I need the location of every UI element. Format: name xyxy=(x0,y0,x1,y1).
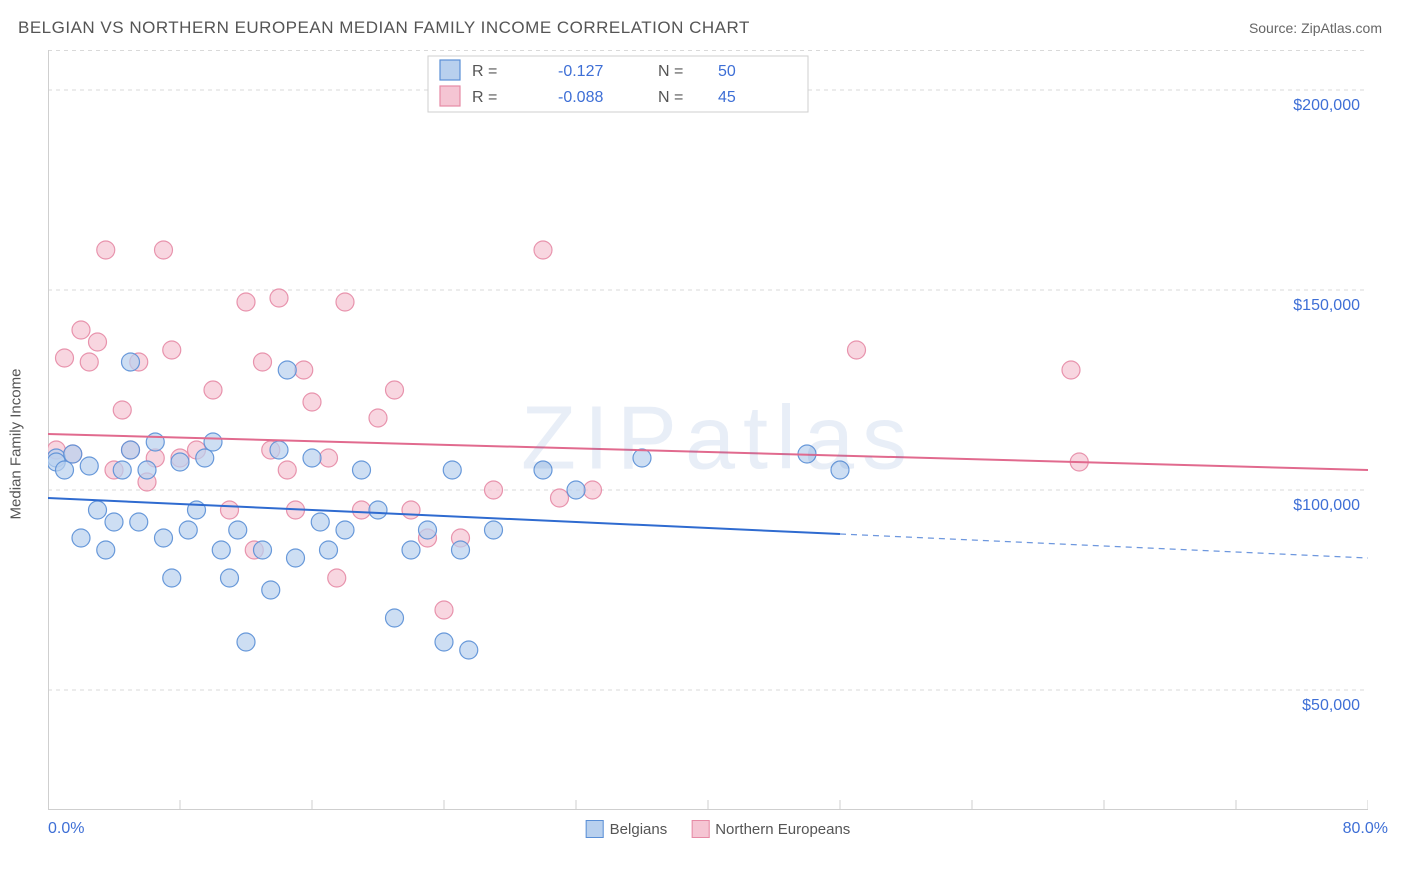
svg-text:-0.088: -0.088 xyxy=(558,89,603,106)
svg-text:50: 50 xyxy=(718,63,736,80)
svg-text:N =: N = xyxy=(658,89,683,106)
svg-text:R =: R = xyxy=(472,89,497,106)
legend-swatch xyxy=(586,820,604,838)
legend-label: Northern Europeans xyxy=(715,821,850,838)
x-min-label: 0.0% xyxy=(48,820,84,838)
legend-item: Belgians xyxy=(586,820,668,838)
svg-text:R =: R = xyxy=(472,63,497,80)
svg-text:-0.127: -0.127 xyxy=(558,63,603,80)
x-max-label: 80.0% xyxy=(1343,820,1388,838)
bottom-legend: Belgians Northern Europeans xyxy=(586,820,851,838)
legend-item: Northern Europeans xyxy=(691,820,850,838)
svg-text:$150,000: $150,000 xyxy=(1293,297,1360,314)
svg-text:$200,000: $200,000 xyxy=(1293,97,1360,114)
svg-text:N =: N = xyxy=(658,63,683,80)
source-name: ZipAtlas.com xyxy=(1301,20,1382,36)
svg-text:45: 45 xyxy=(718,89,736,106)
source-prefix: Source: xyxy=(1249,20,1301,36)
source-label: Source: ZipAtlas.com xyxy=(1249,20,1382,36)
chart-title: BELGIAN VS NORTHERN EUROPEAN MEDIAN FAMI… xyxy=(18,18,750,38)
scatter-chart: $50,000 $100,000 $150,000 $200,000 R = -0.127… xyxy=(48,50,1368,810)
legend-label: Belgians xyxy=(610,821,668,838)
svg-text:$50,000: $50,000 xyxy=(1302,697,1360,714)
svg-text:$100,000: $100,000 xyxy=(1293,497,1360,514)
legend-swatch xyxy=(691,820,709,838)
x-axis-row: 0.0% Belgians Northern Europeans 80.0% xyxy=(48,810,1388,838)
y-axis-label: Median Family Income xyxy=(8,369,25,520)
